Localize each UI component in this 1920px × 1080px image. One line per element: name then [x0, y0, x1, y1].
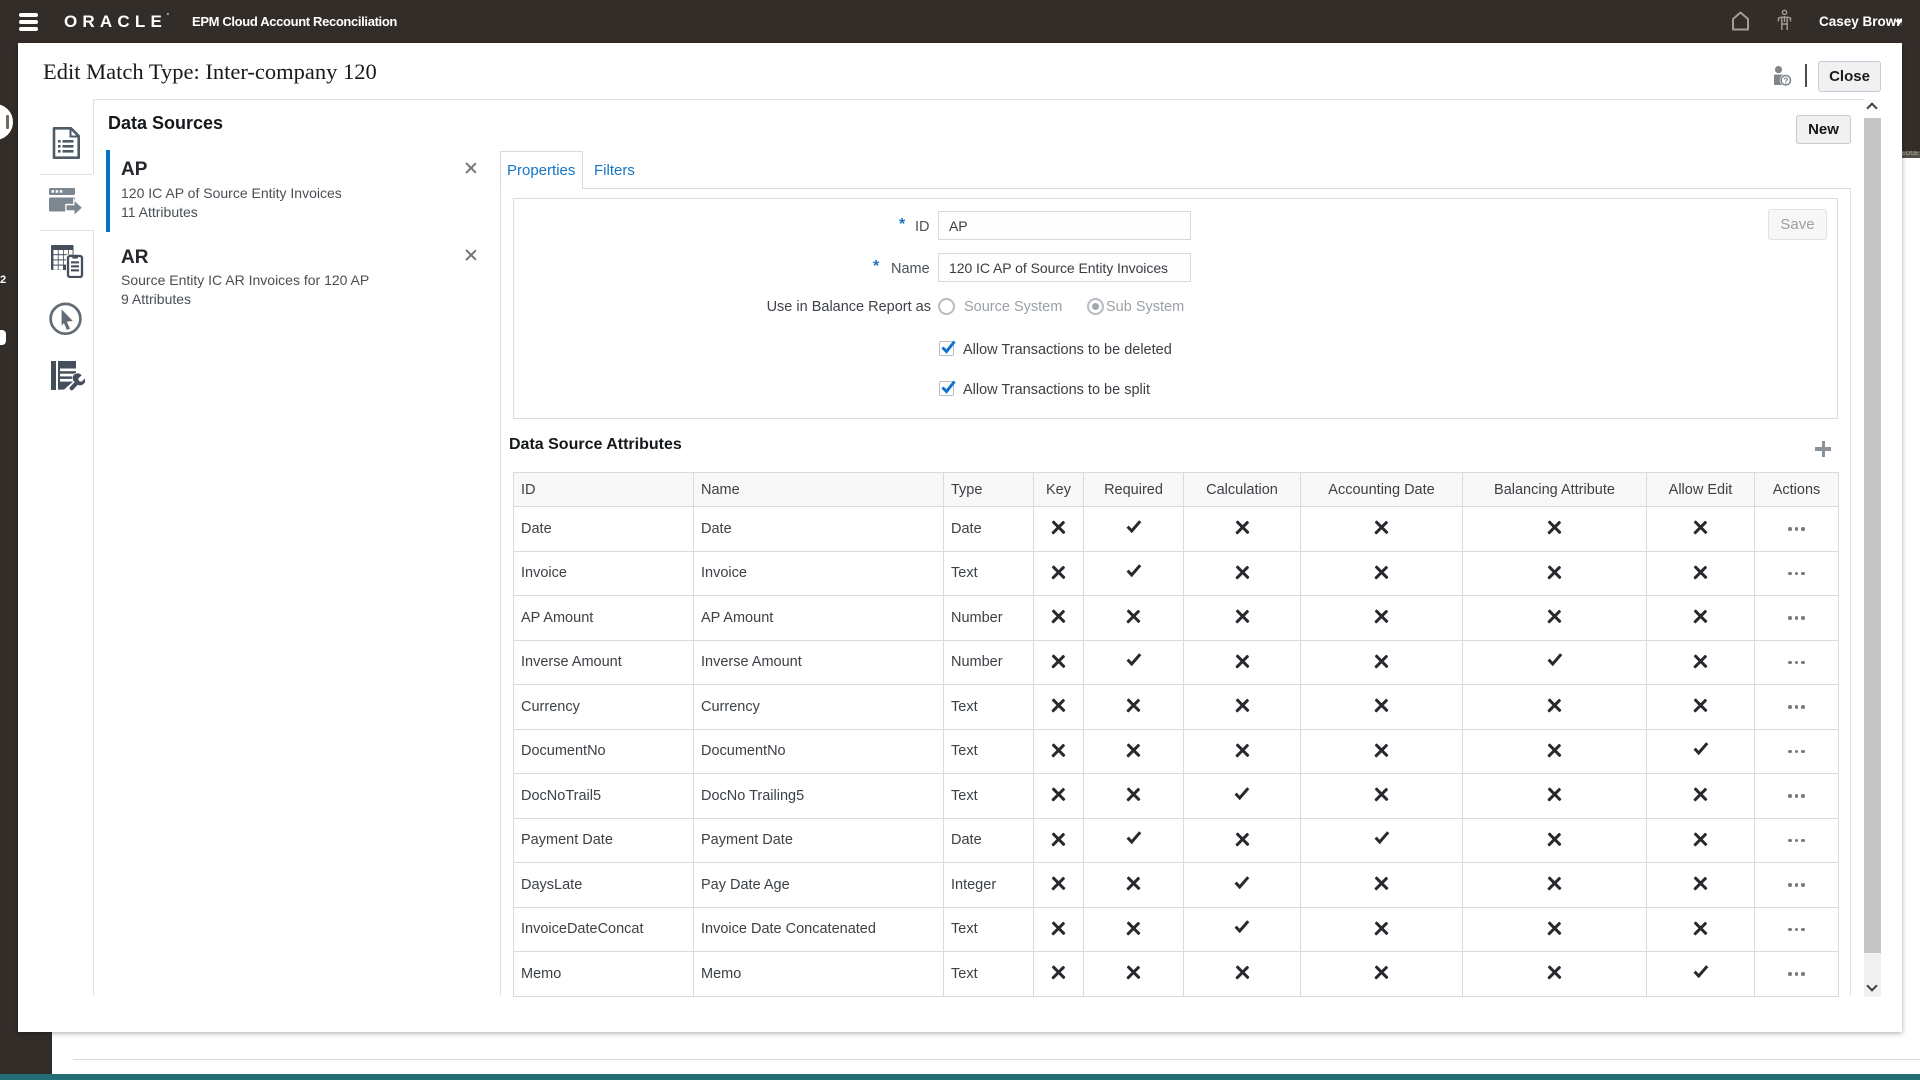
svg-text:?: ? [1783, 75, 1788, 85]
